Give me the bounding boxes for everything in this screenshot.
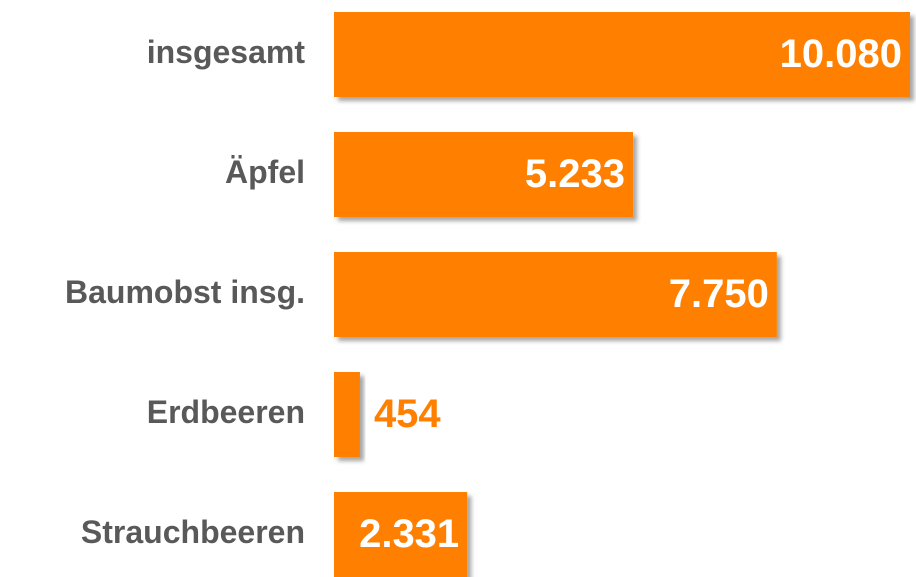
category-label: Äpfel — [225, 154, 305, 190]
bar — [334, 132, 634, 217]
bar — [334, 252, 777, 337]
category-label: Strauchbeeren — [81, 514, 305, 550]
category-label: insgesamt — [147, 34, 306, 70]
value-label: 2.331 — [359, 512, 459, 556]
category-label: Erdbeeren — [147, 394, 305, 430]
value-label: 7.750 — [669, 272, 769, 316]
value-label: 10.080 — [780, 32, 902, 76]
value-label: 454 — [374, 392, 441, 436]
bar — [334, 12, 910, 97]
value-label: 5.233 — [525, 152, 625, 196]
bar — [334, 372, 360, 457]
category-label: Baumobst insg. — [65, 274, 305, 310]
bar — [334, 492, 468, 577]
